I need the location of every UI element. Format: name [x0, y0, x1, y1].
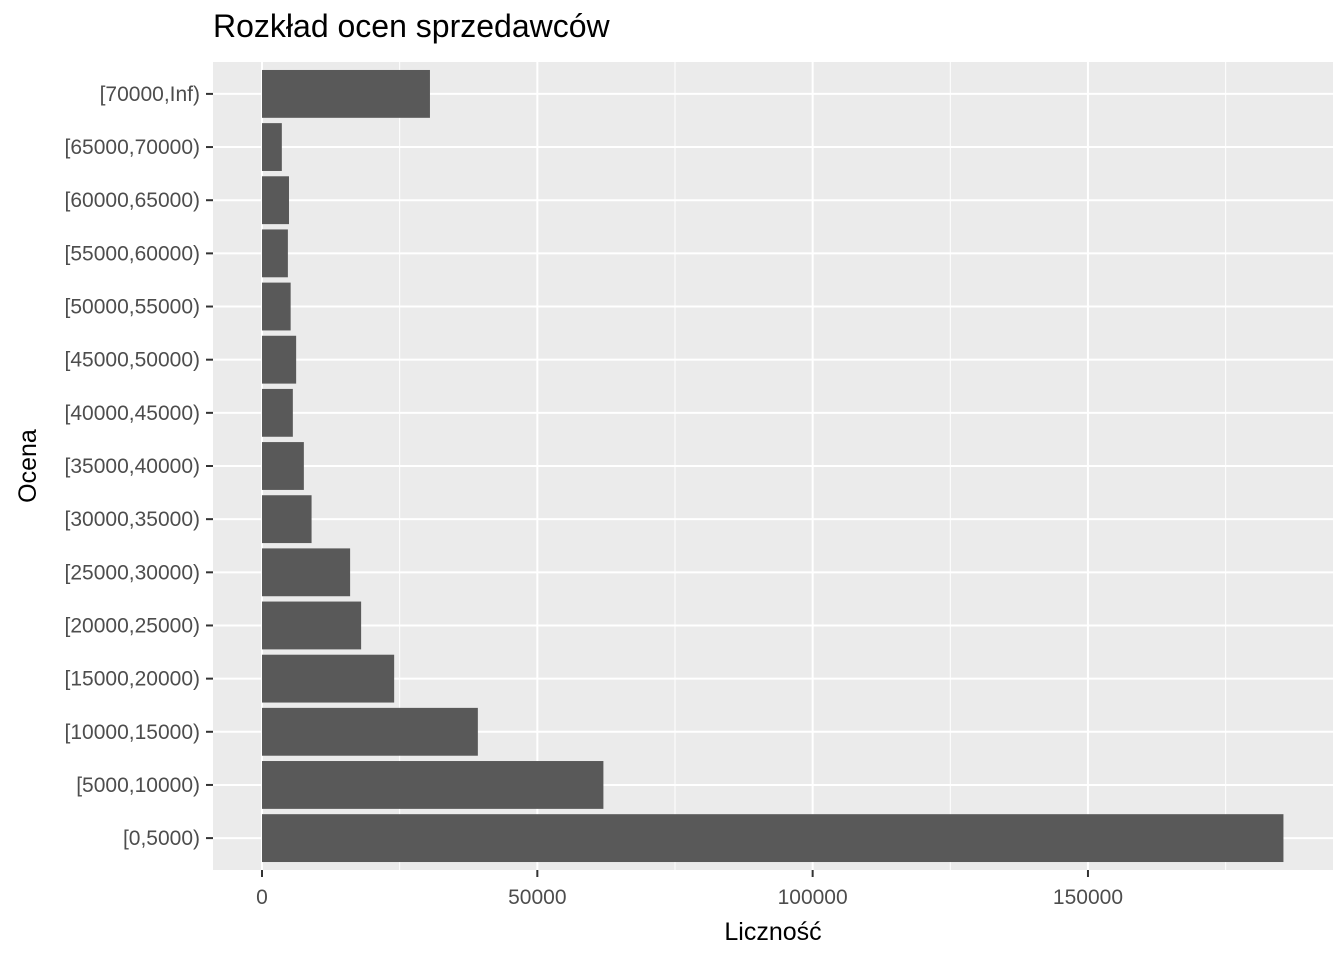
y-tick-label: [15000,20000) [65, 668, 200, 691]
y-axis-title: Ocena [14, 429, 42, 503]
y-tick-label: [60000,65000) [65, 189, 200, 212]
y-tick-label: [20000,25000) [65, 614, 200, 637]
bar [262, 69, 430, 118]
y-tick-label: [35000,40000) [65, 455, 200, 478]
bar [262, 495, 312, 544]
y-tick-label: [25000,30000) [65, 561, 200, 584]
y-tick-label: [70000,Inf) [100, 83, 200, 106]
y-tick-label: [40000,45000) [65, 402, 200, 425]
x-tick-label: 50000 [508, 886, 566, 909]
y-tick-label: [65000,70000) [65, 136, 200, 159]
bar [262, 707, 478, 756]
y-tick-label: [50000,55000) [65, 296, 200, 319]
x-axis-title: Liczność [724, 918, 821, 946]
x-tick-label: 0 [256, 886, 268, 909]
bar [262, 282, 291, 331]
bar [262, 229, 288, 278]
bar [262, 123, 282, 171]
x-tick-label: 100000 [778, 886, 848, 909]
x-tick-label: 150000 [1053, 886, 1123, 909]
y-tick-label: [5000,10000) [76, 774, 200, 797]
bar [262, 335, 297, 384]
bar [262, 814, 1284, 863]
bar [262, 654, 395, 703]
chart-title: Rozkład ocen sprzedawców [213, 8, 610, 44]
major-gridlines [213, 62, 1333, 870]
y-tick-label: [45000,50000) [65, 349, 200, 372]
y-axis: [0,5000) [5000,10000) [10000,15000) [15000,… [65, 83, 213, 850]
bars [262, 69, 1284, 863]
bar [262, 548, 351, 597]
x-axis: 0 50000 100000 150000 [256, 870, 1123, 909]
y-tick-label: [0,5000) [123, 827, 200, 850]
y-tick-label: [30000,35000) [65, 508, 200, 531]
y-tick-label: [10000,15000) [65, 721, 200, 744]
bar [262, 388, 293, 437]
bar [262, 761, 604, 809]
bar [262, 176, 289, 225]
bar [262, 442, 304, 490]
bar [262, 601, 362, 650]
y-tick-label: [55000,60000) [65, 242, 200, 265]
